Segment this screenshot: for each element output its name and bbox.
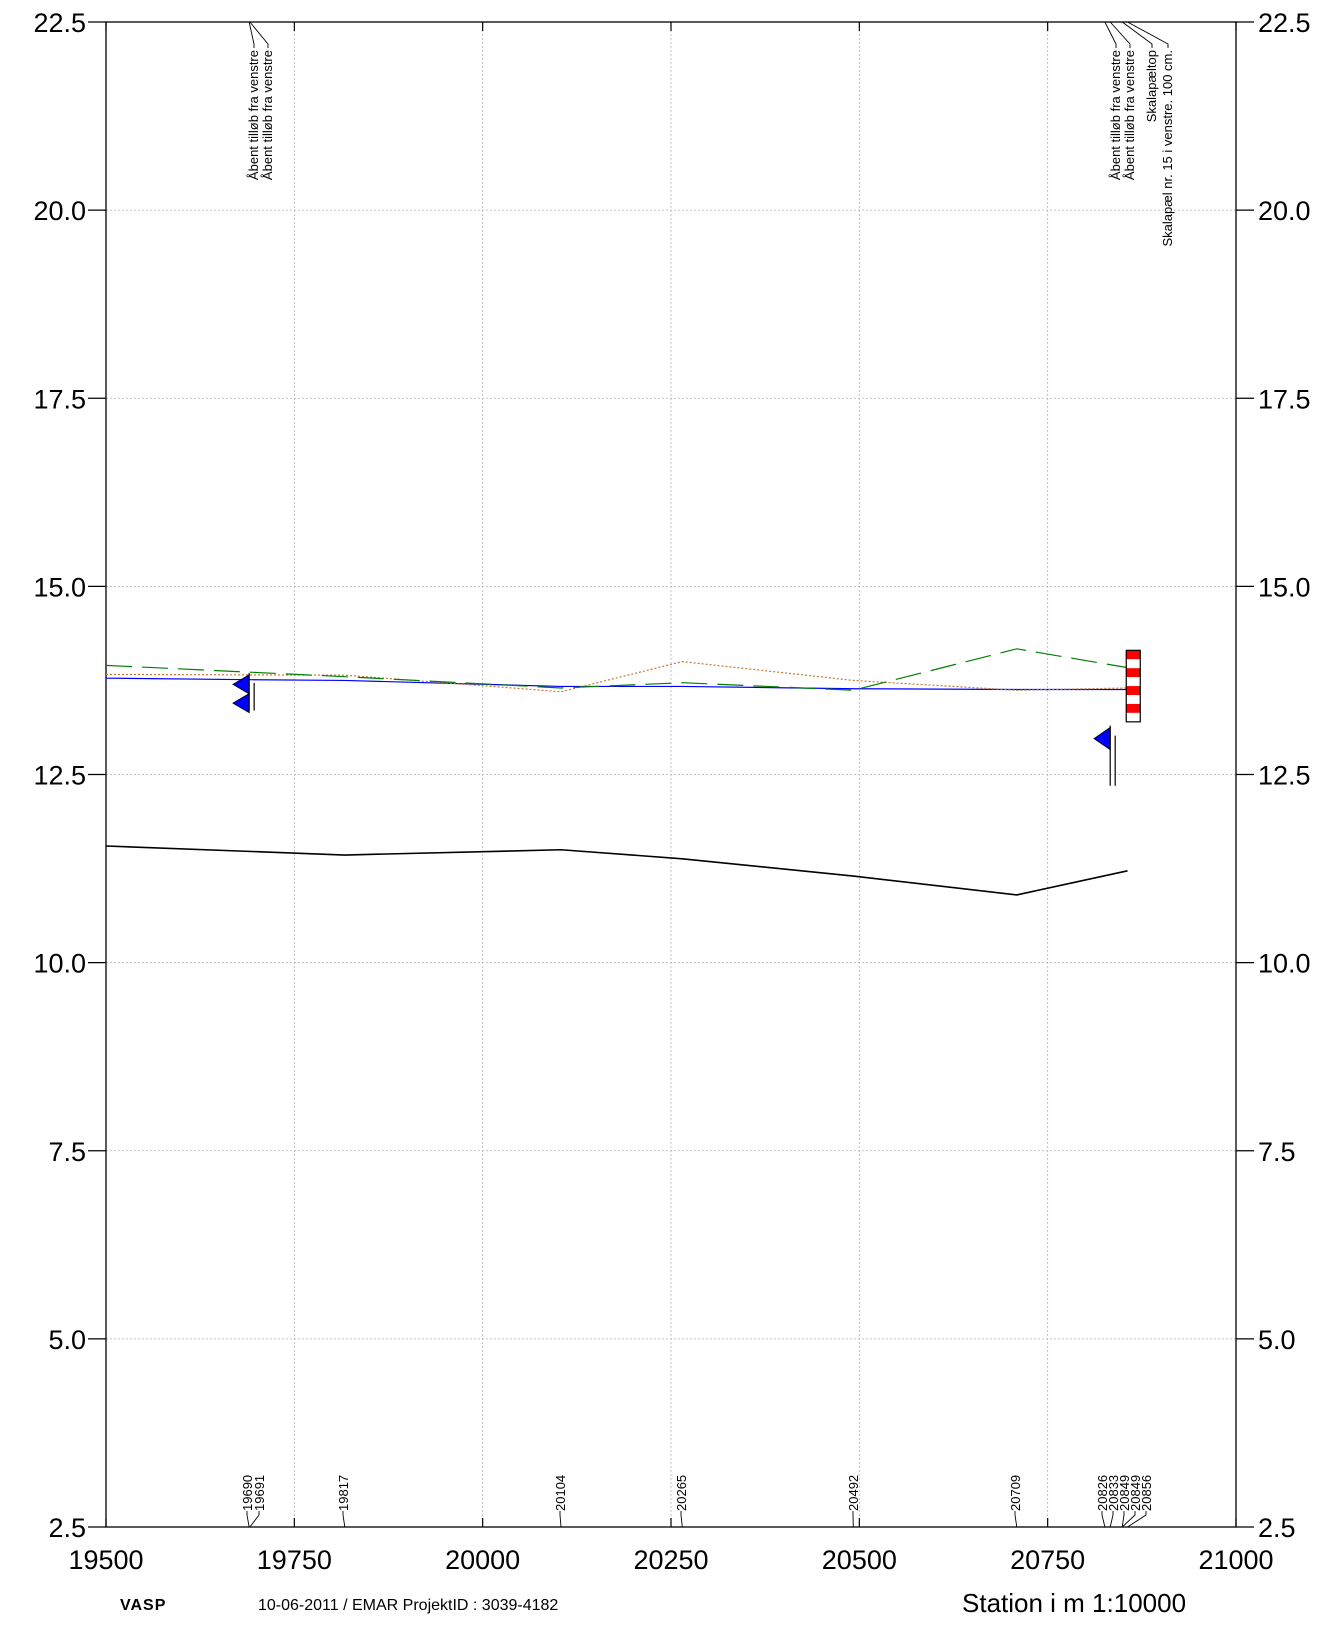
annotation-label: Skalapæltop (1144, 50, 1159, 122)
y-tick-label-left: 12.5 (33, 761, 86, 791)
station-label: 20849 (1128, 1475, 1143, 1511)
station-leader (1127, 1511, 1147, 1528)
y-tick-label-right: 20.0 (1258, 196, 1311, 226)
y-tick-label-right: 15.0 (1258, 572, 1311, 602)
station-label: 20709 (1008, 1475, 1023, 1511)
gauge-stripe (1126, 686, 1141, 696)
annotation-leader (1127, 21, 1169, 48)
y-tick-label-right: 12.5 (1258, 761, 1311, 791)
station-leader (1121, 1511, 1125, 1528)
flag-triangle (232, 692, 250, 714)
x-tick-label: 20750 (1010, 1545, 1085, 1575)
gauge-stripe (1126, 695, 1141, 704)
gauge-stripe (1126, 703, 1141, 713)
markers (232, 649, 1141, 786)
y-tick-label-right: 17.5 (1258, 384, 1311, 414)
station-label: 20856 (1139, 1475, 1154, 1511)
station-leader (1101, 1511, 1106, 1528)
station-leader (246, 1511, 250, 1528)
station-label: 20826 (1095, 1475, 1110, 1511)
y-tick-label-right: 5.0 (1258, 1325, 1296, 1355)
y-tick-label-left: 10.0 (33, 949, 86, 979)
series-line-green-dashed (105, 648, 1128, 691)
station-label: 20104 (553, 1475, 568, 1511)
annotation-label: Åbent tilløb fra venstre (1122, 50, 1137, 180)
annotation-leader (249, 21, 269, 48)
flag-triangle (232, 674, 250, 695)
series-line-orange-dotted (105, 661, 1128, 693)
station-leader (1121, 1511, 1136, 1528)
annotation-label: Åbent tilløb fra venstre (246, 50, 261, 180)
annotation-leader (1109, 21, 1131, 48)
annotation-leader (1104, 21, 1117, 48)
annotation-leader (248, 21, 255, 48)
labels: Åbent tilløb fra venstre Åbent tilløb fra… (240, 21, 1175, 1528)
station-leader (1014, 1511, 1018, 1528)
station-label: 20833 (1106, 1475, 1121, 1511)
station-leader (249, 1511, 260, 1528)
y-tick-label-right: 7.5 (1258, 1137, 1296, 1167)
station-label: 19817 (336, 1475, 351, 1511)
grid (106, 22, 1236, 1527)
station-label: 20849 (1117, 1475, 1132, 1511)
x-tick-label: 20000 (445, 1545, 520, 1575)
x-axis-label: Station i m 1:10000 (962, 1588, 1187, 1618)
gauge-stripe (1126, 659, 1141, 669)
y-tick-label-left: 20.0 (33, 196, 86, 226)
station-leader (1109, 1511, 1114, 1528)
series-line-water-blue (105, 677, 1128, 691)
gauge-frame (1125, 649, 1141, 723)
station-label: 20265 (674, 1475, 689, 1511)
station-label: 19690 (240, 1475, 255, 1511)
y-tick-label-right: 22.5 (1258, 8, 1311, 38)
station-label: 19691 (252, 1475, 267, 1511)
station-label: 20492 (846, 1475, 861, 1511)
x-tick-label: 20250 (633, 1545, 708, 1575)
annotation-leader (1121, 21, 1153, 48)
gauge-stripe (1126, 668, 1141, 678)
x-tick-label: 19750 (257, 1545, 332, 1575)
gauge-stripe (1126, 650, 1141, 660)
gauge-stripe (1126, 677, 1141, 687)
annotation-label: Skalapæl nr. 15 i venstre. 100 cm. (1160, 50, 1175, 247)
y-tick-label-left: 5.0 (48, 1325, 86, 1355)
footer-left: VASP (120, 1597, 167, 1614)
station-leader (559, 1511, 562, 1528)
y-tick-label-left: 2.5 (48, 1513, 86, 1543)
y-tick-label-left: 15.0 (33, 572, 86, 602)
y-tick-label-left: 22.5 (33, 8, 86, 38)
station-leader (680, 1511, 683, 1528)
annotation-label: Åbent tilløb fra venstre (260, 50, 275, 180)
annotation-label: Åbent tilløb fra venstre (1108, 50, 1123, 180)
x-tick-label: 21000 (1198, 1545, 1273, 1575)
x-tick-label: 20500 (822, 1545, 897, 1575)
x-tick-label: 19500 (68, 1545, 143, 1575)
gauge-stripe (1126, 712, 1141, 722)
flag-triangle (1093, 726, 1111, 751)
y-tick-label-left: 17.5 (33, 384, 86, 414)
station-leader (342, 1511, 346, 1528)
footer-middle: 10-06-2011 / EMAR ProjektID : 3039-4182 (258, 1597, 559, 1614)
y-tick-label-right: 10.0 (1258, 949, 1311, 979)
y-tick-label-right: 2.5 (1258, 1513, 1296, 1543)
series-lines (105, 648, 1128, 896)
y-tick-label-left: 7.5 (48, 1137, 86, 1167)
series-line-bottom (105, 845, 1128, 896)
